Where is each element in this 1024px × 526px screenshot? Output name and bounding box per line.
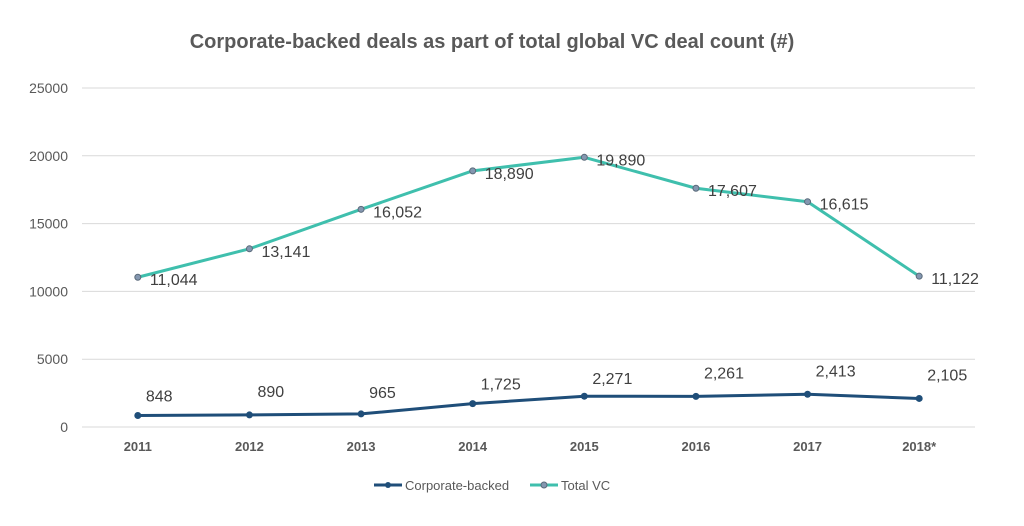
y-tick-label: 10000: [29, 283, 68, 299]
point-corporate-backed-2017[interactable]: [804, 390, 812, 398]
y-tick-label: 15000: [29, 216, 68, 232]
data-label-total-vc: 18,890: [485, 166, 534, 183]
data-label-total-vc: 16,052: [373, 204, 422, 221]
x-tick-label: 2012: [235, 439, 264, 454]
point-total-vc-2011[interactable]: [134, 273, 142, 281]
point-total-vc-2014[interactable]: [469, 167, 477, 175]
point-corporate-backed-2012[interactable]: [245, 411, 253, 419]
point-total-vc-2013[interactable]: [357, 205, 365, 213]
x-tick-label: 2013: [347, 439, 376, 454]
point-total-vc-2012[interactable]: [245, 245, 253, 253]
point-total-vc-2018[interactable]: [915, 272, 923, 280]
point-total-vc-2015[interactable]: [580, 153, 588, 161]
point-corporate-backed-2015[interactable]: [580, 392, 588, 400]
data-label-total-vc: 11,044: [150, 272, 198, 289]
data-labels: 11,044 13,141 16,052 18,890 19,890 17,607 16,6…: [146, 152, 979, 405]
series-line-corporate-backed: [137, 392, 920, 418]
x-tick-label: 2014: [458, 439, 488, 454]
x-tick-label: 2017: [793, 439, 822, 454]
data-label-total-vc: 17,607: [708, 183, 757, 200]
y-tick-label: 20000: [29, 148, 68, 164]
x-tick-label: 2015: [570, 439, 599, 454]
data-label-corporate-backed: 2,261: [704, 365, 744, 382]
legend-marker-corporate-backed: [385, 482, 391, 488]
data-label-corporate-backed: 965: [369, 385, 396, 402]
legend-marker-total-vc: [540, 481, 548, 489]
point-total-vc-2016[interactable]: [692, 184, 700, 192]
data-label-total-vc: 16,615: [820, 197, 869, 214]
data-label-corporate-backed: 2,271: [592, 371, 632, 388]
x-tick-label: 2018*: [902, 439, 937, 454]
data-label-corporate-backed: 848: [146, 389, 173, 406]
point-corporate-backed-2016[interactable]: [692, 392, 700, 400]
legend-label-corporate-backed: Corporate-backed: [405, 478, 509, 493]
point-total-vc-2017[interactable]: [804, 198, 812, 206]
point-corporate-backed-2013[interactable]: [357, 410, 365, 418]
y-tick-label: 0: [60, 419, 68, 435]
point-corporate-backed-2011[interactable]: [134, 412, 142, 420]
y-tick-label: 25000: [29, 80, 68, 96]
data-label-corporate-backed: 890: [257, 384, 284, 401]
series-line-total-vc: [137, 155, 921, 279]
point-corporate-backed-2014[interactable]: [469, 400, 477, 408]
legend-item-total-vc[interactable]: Total VC: [530, 478, 610, 493]
x-tick-label: 2016: [681, 439, 710, 454]
data-label-corporate-backed: 1,725: [481, 377, 521, 394]
data-label-total-vc: 19,890: [596, 152, 645, 169]
point-corporate-backed-2018[interactable]: [915, 394, 923, 402]
legend: Corporate-backed Total VC: [374, 478, 610, 493]
chart-title: Corporate-backed deals as part of total …: [190, 31, 795, 53]
data-label-total-vc: 11,122: [931, 271, 979, 288]
series-layer: [134, 153, 923, 420]
y-axis-ticks: 0 5000 10000 15000 20000 25000: [29, 80, 68, 435]
data-label-corporate-backed: 2,105: [927, 367, 967, 384]
legend-item-corporate-backed[interactable]: Corporate-backed: [374, 478, 509, 493]
gridlines: [82, 87, 975, 428]
x-tick-label: 2011: [124, 439, 152, 454]
legend-label-total-vc: Total VC: [561, 478, 610, 493]
y-tick-label: 5000: [37, 351, 68, 367]
x-axis-ticks: 2011 2012 2013 2014 2015 2016 2017 2018*: [124, 439, 937, 454]
data-label-corporate-backed: 2,413: [816, 363, 856, 380]
data-label-total-vc: 13,141: [261, 244, 310, 261]
